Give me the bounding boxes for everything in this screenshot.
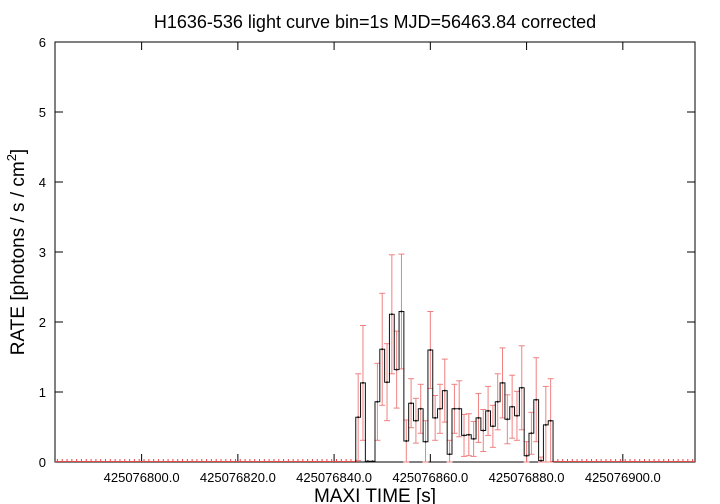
x-axis-ticks: 425076800.0 425076820.0 425076840.0 4250768… <box>104 42 661 485</box>
rate-point <box>515 414 518 417</box>
x-tick-label: 425076820.0 <box>200 470 276 485</box>
rate-point <box>511 405 514 408</box>
rate-point <box>424 440 427 443</box>
rate-point <box>361 381 364 384</box>
x-tick-label: 425076860.0 <box>392 470 468 485</box>
y-tick-label: 5 <box>39 105 46 120</box>
rate-point <box>540 459 543 462</box>
y-axis-label-main: RATE [photons / s / cm <box>8 161 29 355</box>
rate-point <box>405 440 408 442</box>
rate-point <box>544 423 547 426</box>
rate-point <box>386 381 389 384</box>
rate-point <box>487 409 490 412</box>
rate-point <box>438 407 441 410</box>
rate-point <box>419 407 422 410</box>
rate-point <box>530 432 533 435</box>
rate-point <box>429 349 432 351</box>
x-tick-label: 425076800.0 <box>104 470 180 485</box>
y-tick-label: 6 <box>39 35 46 50</box>
y-tick-label: 4 <box>39 175 46 190</box>
y-axis-label-close: ] <box>8 149 29 154</box>
y-axis-label: RATE [photons / s / cm2] <box>4 149 29 355</box>
rate-point <box>443 389 446 392</box>
rate-steps <box>355 310 554 463</box>
rate-point <box>458 407 461 410</box>
rate-point <box>414 419 417 422</box>
rate-point <box>520 386 523 389</box>
rate-point <box>467 433 470 436</box>
rate-point <box>477 416 480 419</box>
rate-point <box>376 400 379 403</box>
rate-point <box>501 381 504 384</box>
rate-point <box>357 416 360 419</box>
x-tick-label: 425076900.0 <box>585 470 661 485</box>
rate-point <box>395 368 398 371</box>
rate-point <box>491 425 494 428</box>
rate-point <box>400 310 403 313</box>
zero-rate-markers <box>55 459 695 462</box>
plot-frame <box>54 41 696 463</box>
rate-point <box>366 460 369 463</box>
rate-point <box>535 398 538 401</box>
chart-title: H1636-536 light curve bin=1s MJD=56463.8… <box>154 12 596 32</box>
rate-point <box>549 419 552 422</box>
x-tick-label: 425076880.0 <box>489 470 565 485</box>
rate-point <box>448 453 451 456</box>
rate-point <box>496 400 499 403</box>
x-axis-label: MAXI TIME [s] <box>314 486 436 504</box>
rate-point <box>506 418 509 421</box>
y-tick-label: 2 <box>39 315 46 330</box>
rate-point <box>453 407 456 410</box>
rate-point <box>381 348 384 351</box>
y-axis-ticks: 0 1 2 3 4 5 6 <box>39 35 695 470</box>
rate-point <box>390 313 393 316</box>
y-axis-label-superscript: 2 <box>4 154 19 161</box>
y-tick-label: 1 <box>39 385 46 400</box>
y-tick-label: 3 <box>39 245 46 260</box>
rate-point <box>472 437 475 440</box>
x-tick-label: 425076840.0 <box>296 470 372 485</box>
rate-point <box>410 402 413 405</box>
rate-point <box>463 434 466 437</box>
rate-point <box>525 454 528 457</box>
rate-point <box>482 429 485 432</box>
y-tick-label: 0 <box>39 455 46 470</box>
rate-point <box>434 416 437 419</box>
rate-point <box>371 460 374 463</box>
